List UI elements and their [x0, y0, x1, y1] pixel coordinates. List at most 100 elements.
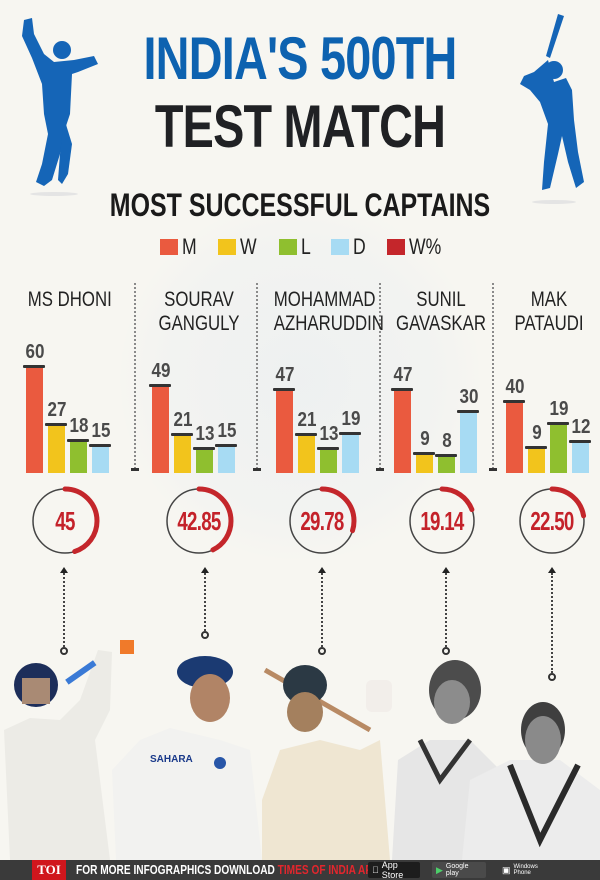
legend-item-wins: W	[218, 234, 261, 260]
divider-foot	[489, 468, 497, 471]
photo-dhoni	[4, 640, 134, 860]
bar-group: 47 9 8 30	[391, 323, 512, 473]
bar-value: 49	[151, 360, 171, 382]
legend-swatch-m	[160, 239, 178, 255]
win-pct-ring-pataudi: 22.50	[516, 485, 588, 557]
bar-matches: 60	[23, 341, 45, 473]
bar-wins: 9	[413, 428, 435, 473]
google-play-badge[interactable]: ▶ Google play	[432, 862, 486, 878]
photo-pataudi	[462, 702, 600, 860]
batsman-silhouette-icon	[520, 14, 584, 204]
win-pct-ring-gavaskar: 19.14	[406, 485, 478, 557]
pointer-dot-icon	[442, 647, 450, 655]
ring-progress-icon	[30, 486, 100, 556]
legend-label: L	[301, 234, 311, 259]
toi-logo: TOI	[32, 860, 66, 880]
captain-name: MS DHONI	[27, 288, 112, 311]
win-pct-value: 19.14	[420, 505, 464, 536]
bar-value: 19	[341, 408, 361, 430]
footer-promo-text: FOR MORE INFOGRAPHICS DOWNLOAD TIMES OF …	[76, 862, 379, 877]
apple-icon: 	[372, 865, 379, 875]
footer-bar: TOI FOR MORE INFOGRAPHICS DOWNLOAD TIMES…	[0, 860, 600, 880]
ring-progress-icon	[287, 486, 357, 556]
win-pct-ring-dhoni: 45	[29, 485, 101, 557]
pointer-dot-icon	[548, 673, 556, 681]
pointer-arrow-pataudi	[548, 567, 556, 681]
win-pct-value: 42.85	[177, 505, 221, 536]
bar-group: 47 21 13 19	[273, 323, 394, 473]
column-divider	[492, 283, 494, 469]
legend-label: D	[353, 234, 367, 259]
legend-item-win-pct: W%	[387, 234, 449, 260]
captain-name: SOURAV GANGULY	[158, 288, 240, 335]
page-title-line1: INDIA'S 500TH	[143, 25, 457, 92]
app-store-badge[interactable]: App Store	[368, 860, 420, 880]
bar-matches: 47	[273, 364, 295, 473]
captain-column-pataudi: MAK PATAUDI 40 9 19 12	[494, 288, 600, 473]
bar-losses: 8	[435, 430, 457, 473]
pointer-dot-icon	[318, 647, 326, 655]
bar-wins: 21	[295, 409, 317, 473]
bar-wins: 27	[45, 399, 67, 473]
bar-matches: 49	[149, 360, 171, 473]
legend-label: W%	[409, 234, 442, 259]
arrow-up-icon	[548, 567, 556, 573]
column-divider	[379, 283, 381, 469]
legend-item-losses: L	[279, 234, 313, 260]
pointer-arrow-ganguly	[201, 567, 209, 639]
bar-value: 27	[47, 399, 67, 421]
captain-photos: SAHARA	[4, 640, 600, 860]
captain-column-gavaskar: SUNIL GAVASKAR 47 9 8 30	[382, 288, 500, 473]
column-divider	[134, 283, 136, 469]
chart-subtitle: MOST SUCCESSFUL CAPTAINS	[109, 187, 491, 223]
bar-value: 47	[275, 364, 295, 386]
legend-swatch-d	[331, 239, 350, 255]
bar-matches: 47	[391, 364, 413, 473]
bar-value: 18	[69, 415, 89, 437]
win-pct-value: 29.78	[300, 505, 344, 536]
win-pct-value: 45	[55, 505, 75, 536]
bar-group: 49 21 13 15	[149, 323, 270, 473]
svg-text:SAHARA: SAHARA	[150, 754, 193, 765]
windows-phone-badge[interactable]: ▣ Windows Phone	[498, 862, 548, 878]
bar-value: 21	[173, 409, 193, 431]
bar-value: 47	[393, 364, 413, 386]
pointer-arrow-dhoni	[60, 567, 68, 655]
bar-group: 40 9 19 12	[503, 323, 600, 473]
bar-draws: 19	[339, 408, 361, 473]
bar-value: 60	[25, 341, 45, 363]
bar-wins: 21	[171, 409, 193, 473]
bar-value: 21	[297, 409, 317, 431]
legend-item-draws: D	[331, 234, 369, 260]
bcci-emblem-watermark	[120, 200, 480, 560]
bar-value: 13	[195, 423, 215, 445]
bar-draws: 15	[215, 420, 237, 473]
win-pct-ring-azharuddin: 29.78	[286, 485, 358, 557]
photo-azharuddin	[262, 665, 392, 860]
legend-label: W	[240, 234, 257, 259]
page-title-line2: TEST MATCH	[154, 93, 446, 160]
photo-ganguly: SAHARA	[112, 656, 262, 860]
bar-value: 30	[459, 386, 479, 408]
captain-column-azharuddin: MOHAMMAD AZHARUDDIN 47 21 13 19	[262, 288, 384, 473]
bar-draws: 12	[569, 416, 591, 473]
bar-losses: 19	[547, 398, 569, 473]
bar-value: 19	[549, 398, 569, 420]
bar-losses: 18	[67, 415, 89, 473]
legend-label: M	[182, 234, 197, 259]
pointer-arrow-azharuddin	[318, 567, 326, 655]
bar-wins: 9	[525, 422, 547, 473]
bowler-silhouette-icon	[22, 18, 98, 196]
bar-value: 9	[420, 428, 430, 450]
captain-name: MAK PATAUDI	[514, 288, 584, 335]
win-pct-value: 22.50	[530, 505, 574, 536]
play-triangle-icon: ▶	[436, 864, 443, 875]
pointer-dot-icon	[60, 647, 68, 655]
bar-value: 40	[505, 376, 525, 398]
bar-value: 13	[319, 423, 339, 445]
bar-losses: 13	[193, 423, 215, 473]
chart-legend: M W L D W%	[160, 234, 460, 260]
divider-foot	[253, 468, 261, 471]
arrow-up-icon	[318, 567, 326, 573]
bar-value: 9	[532, 422, 542, 444]
